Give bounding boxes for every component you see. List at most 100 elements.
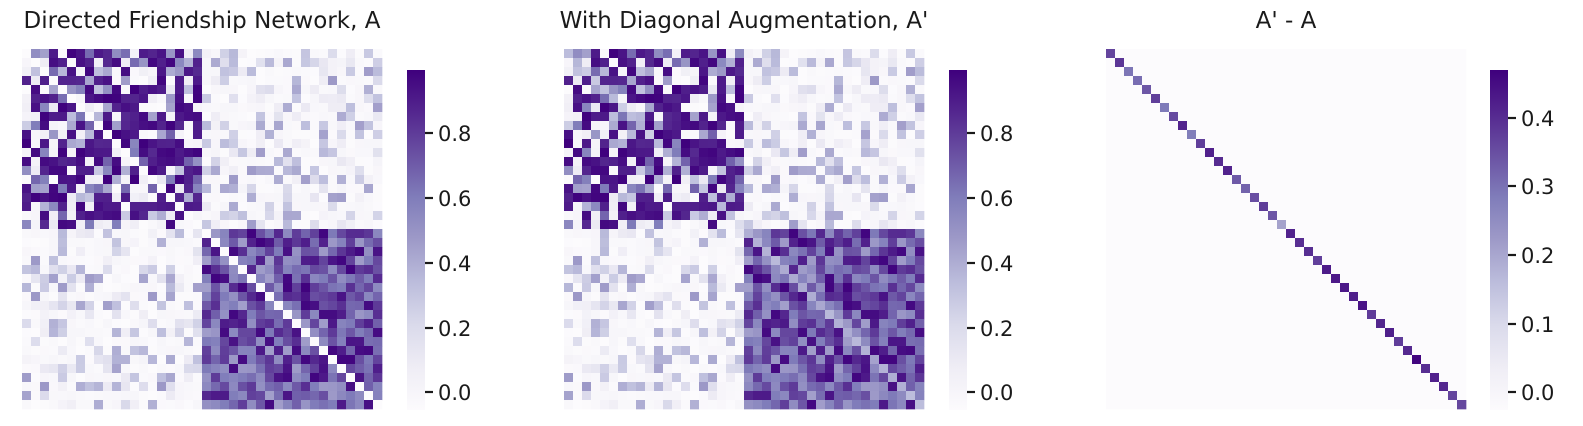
- heatmap-cell: [744, 85, 754, 95]
- heatmap-cell: [672, 76, 682, 86]
- heatmap-cell: [1205, 382, 1215, 392]
- heatmap-cell: [337, 310, 347, 320]
- heatmap-cell: [1205, 283, 1215, 293]
- heatmap-cell: [1340, 265, 1350, 275]
- heatmap-cell: [1439, 211, 1449, 221]
- heatmap-cell: [40, 301, 50, 311]
- heatmap-cell: [247, 202, 257, 212]
- heatmap-cell: [1367, 103, 1377, 113]
- heatmap-cell: [717, 292, 727, 302]
- heatmap-cell: [564, 238, 574, 248]
- heatmap-cell: [157, 175, 167, 185]
- heatmap-cell: [897, 283, 907, 293]
- heatmap-cell: [346, 346, 356, 356]
- heatmap-cell: [591, 130, 601, 140]
- heatmap-cell: [1358, 382, 1368, 392]
- heatmap-cell: [1457, 193, 1467, 203]
- heatmap-cell: [1430, 274, 1440, 284]
- heatmap-cell: [789, 130, 799, 140]
- heatmap-cell: [1160, 58, 1170, 68]
- heatmap-cell: [897, 58, 907, 68]
- heatmap-cell: [879, 301, 889, 311]
- heatmap-cell: [600, 364, 610, 374]
- heatmap-cell: [807, 103, 817, 113]
- heatmap-cell: [1268, 319, 1278, 329]
- heatmap-cell: [879, 157, 889, 167]
- heatmap-cell: [708, 148, 718, 158]
- heatmap-cell: [600, 211, 610, 221]
- heatmap-cell: [22, 211, 32, 221]
- heatmap-cell: [40, 85, 50, 95]
- heatmap-cell: [1295, 49, 1305, 59]
- heatmap-cell: [1349, 184, 1359, 194]
- heatmap-cell: [337, 202, 347, 212]
- heatmap-cell: [166, 229, 176, 239]
- heatmap-cell: [780, 148, 790, 158]
- heatmap-cell: [337, 76, 347, 86]
- heatmap-cell: [807, 265, 817, 275]
- heatmap-cell: [166, 364, 176, 374]
- heatmap-cell: [1439, 310, 1449, 320]
- heatmap-cell: [1457, 274, 1467, 284]
- heatmap-cell: [915, 301, 925, 311]
- heatmap-cell: [645, 265, 655, 275]
- heatmap-cell: [346, 193, 356, 203]
- heatmap-cell: [807, 211, 817, 221]
- heatmap-cell: [1430, 265, 1440, 275]
- heatmap-cell: [1223, 400, 1233, 410]
- heatmap-cell: [1358, 247, 1368, 257]
- heatmap-cell: [690, 400, 700, 410]
- heatmap-cell: [564, 112, 574, 122]
- heatmap-cell: [256, 166, 266, 176]
- heatmap-cell: [1439, 283, 1449, 293]
- heatmap-cell: [193, 373, 203, 383]
- heatmap-cell: [735, 283, 745, 293]
- heatmap-cell: [1394, 283, 1404, 293]
- heatmap-cell: [1313, 94, 1323, 104]
- heatmap-cell: [220, 85, 230, 95]
- heatmap-cell: [1340, 121, 1350, 131]
- heatmap-cell: [843, 67, 853, 77]
- heatmap-cell: [699, 166, 709, 176]
- heatmap-cell: [852, 211, 862, 221]
- heatmap-cell: [816, 229, 826, 239]
- heatmap-cell: [103, 292, 113, 302]
- heatmap-cell: [1385, 301, 1395, 311]
- heatmap-cell: [1385, 166, 1395, 176]
- heatmap-cell: [1277, 310, 1287, 320]
- heatmap-cell: [1232, 400, 1242, 410]
- heatmap-cell: [1205, 319, 1215, 329]
- heatmap-cell: [112, 400, 122, 410]
- heatmap-cell: [157, 103, 167, 113]
- heatmap-cell: [1268, 238, 1278, 248]
- heatmap-cell: [564, 328, 574, 338]
- heatmap-cell: [1241, 202, 1251, 212]
- heatmap-cell: [591, 112, 601, 122]
- heatmap-cell: [1376, 382, 1386, 392]
- heatmap-cell: [690, 328, 700, 338]
- heatmap-cell: [1430, 319, 1440, 329]
- heatmap-cell: [274, 157, 284, 167]
- heatmap-cell: [31, 256, 41, 266]
- heatmap-cell: [1196, 148, 1206, 158]
- heatmap-cell: [609, 346, 619, 356]
- heatmap-cell: [771, 211, 781, 221]
- heatmap-cell: [798, 202, 808, 212]
- heatmap-cell: [1412, 166, 1422, 176]
- heatmap-cell: [1178, 94, 1188, 104]
- heatmap-cell: [121, 157, 131, 167]
- heatmap-cell: [1187, 211, 1197, 221]
- heatmap-cell: [211, 346, 221, 356]
- heatmap-cell: [1187, 202, 1197, 212]
- heatmap-cell: [690, 175, 700, 185]
- heatmap-cell: [1151, 382, 1161, 392]
- heatmap-cell: [85, 328, 95, 338]
- heatmap-cell: [193, 175, 203, 185]
- heatmap-cell: [49, 247, 59, 257]
- heatmap-cell: [328, 400, 338, 410]
- heatmap-cell: [58, 76, 68, 86]
- heatmap-cell: [85, 184, 95, 194]
- heatmap-cell: [681, 112, 691, 122]
- heatmap-cell: [301, 139, 311, 149]
- heatmap-cell: [897, 328, 907, 338]
